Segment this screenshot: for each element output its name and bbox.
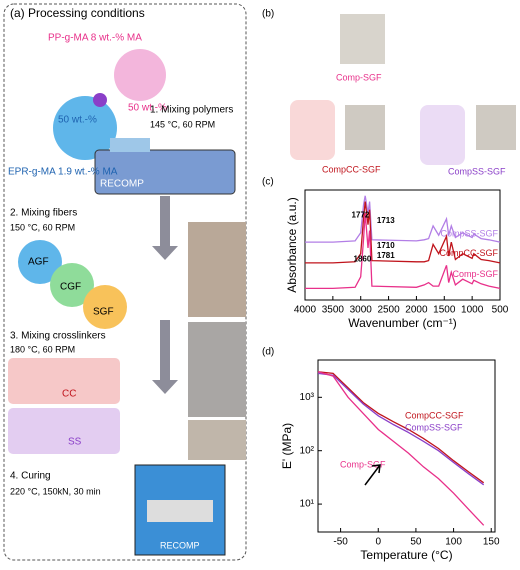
step-title: 1. Mixing polymers [150,105,233,116]
plot-frame [304,189,501,301]
fiber: AGF [28,257,49,268]
x-tick-label: 100 [445,537,462,548]
machine-label: RECOMP [100,179,144,190]
plot-frame [317,359,496,533]
annotation: 1713 [377,216,395,225]
annotation: 1772 [352,210,370,219]
share: 50 wt.-% [128,103,167,114]
step-conditions: 150 °C, 60 RPM [10,222,75,232]
step-title: 2. Mixing fibers [10,208,77,219]
panel-label: (c) [262,177,274,188]
arrow [364,464,381,486]
x-tick-label: 1500 [433,305,456,316]
photo [188,322,246,417]
fiber-ball [83,285,127,329]
step-title: 4. Curing [10,471,51,482]
x-tick-label: 3000 [350,305,373,316]
series-label: CompSS-SGF [441,228,499,238]
epr-sphere [53,96,117,160]
photo [345,105,385,150]
plus [93,93,107,107]
step-title: 3. Mixing crosslinkers [10,331,106,342]
x-tick-label: 500 [492,305,509,316]
y-tick-label: 10¹ [300,499,315,510]
x-tick-label: 4000 [294,305,317,316]
x-tick-label: 0 [375,537,381,548]
press-label: RECOMP [160,540,200,550]
x-axis-label: Wavenumber (cm⁻¹) [348,316,457,330]
photo [340,14,385,64]
series-label: CompCC-SGF [440,248,499,258]
series-label: Comp-SGF [453,269,499,279]
x-tick-label: 150 [483,537,500,548]
fiber: CGF [60,282,81,293]
arrow [152,196,178,394]
sample: Comp-SGF [336,72,382,82]
series-label: CompSS-SGF [405,422,463,432]
x-tick-label: -50 [333,537,348,548]
panel-title: (a) Processing conditions [10,6,145,20]
sample: CompCC-SGF [322,164,381,174]
photo [188,222,246,317]
panel-label: (d) [262,347,274,358]
extruder [94,149,236,195]
fiber-ball [50,263,94,307]
polymer: PP-g-MA 8 wt.-% MA [48,33,142,44]
step-conditions: 145 °C, 60 RPM [150,119,215,129]
y-axis-label: E' (MPa) [280,423,294,469]
annotation: 1781 [377,251,395,260]
cc-box [8,358,120,404]
annotation: 1710 [377,241,395,250]
y-axis-label: Absorbance (a.u.) [285,197,299,292]
y-tick-label: 10² [300,445,315,456]
share: 50 wt.-% [58,115,97,126]
series-line [305,201,501,264]
series-line [305,195,501,243]
y-tick-label: 10³ [300,392,315,403]
fiber-ball [18,240,62,284]
series-label: Comp-SGF [340,459,386,469]
crosslinker: SS [68,437,82,448]
series-label: CompCC-SGF [405,410,464,420]
photo [476,105,516,150]
x-tick-label: 3500 [322,305,345,316]
panel-label: (b) [262,9,274,20]
step-conditions: 220 °C, 150kN, 30 min [10,486,101,496]
x-axis-label: Temperature (°C) [360,548,452,562]
hopper [110,138,150,152]
x-tick-label: 50 [410,537,422,548]
photo [188,420,246,460]
series-line [317,372,485,486]
series-line [317,371,485,484]
sample: CompSS-SGF [448,166,506,176]
step-conditions: 180 °C, 60 RPM [10,344,75,354]
series-line [305,213,501,290]
structure [420,105,465,165]
x-tick-label: 2000 [405,305,428,316]
press-plate [147,500,213,522]
pp-sphere [114,49,166,101]
annotation: 1860 [354,254,372,263]
x-tick-label: 2500 [377,305,400,316]
x-tick-label: 1000 [461,305,484,316]
crosslinker: CC [62,389,76,400]
structure [290,100,335,160]
polymer: EPR-g-MA 1.9 wt.-% MA [8,167,118,178]
series-line [317,371,485,526]
fiber: SGF [93,307,114,318]
ss-box [8,408,120,454]
